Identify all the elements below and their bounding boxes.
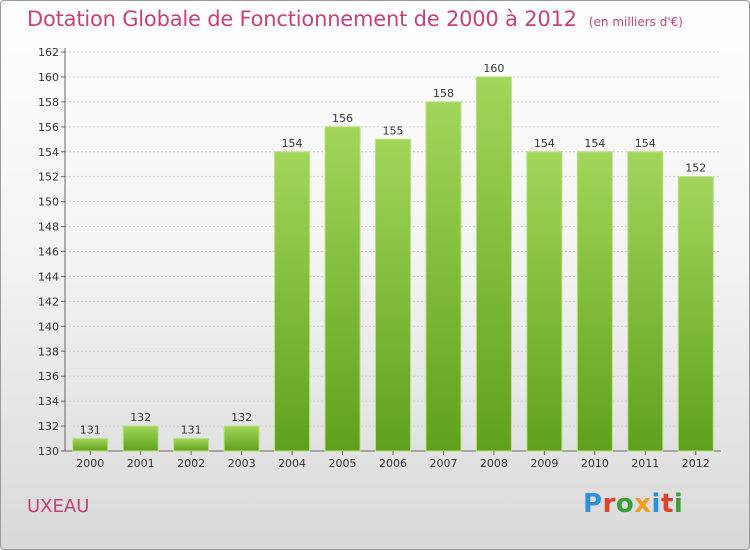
data-label: 160 — [483, 62, 504, 75]
data-label: 131 — [80, 424, 101, 437]
y-tick-label: 146 — [38, 246, 59, 259]
bar-2001 — [122, 425, 159, 452]
bar-2012 — [677, 176, 714, 452]
x-tick-label: 2009 — [530, 457, 558, 470]
x-tick-label: 2000 — [76, 457, 104, 470]
bar-2011 — [627, 151, 664, 452]
y-tick-label: 136 — [38, 370, 59, 383]
x-tick-label: 2002 — [177, 457, 205, 470]
chart-unit: (en milliers d'€) — [588, 15, 683, 29]
bar-2007 — [425, 101, 462, 452]
x-tick-label: 2001 — [127, 457, 155, 470]
x-tick-label: 2011 — [631, 457, 659, 470]
y-tick-label: 140 — [38, 320, 59, 333]
proxiti-logo: Proxiti — [583, 489, 684, 519]
y-tick-label: 138 — [38, 345, 59, 358]
y-tick-label: 132 — [38, 420, 59, 433]
y-tick-label: 160 — [38, 71, 59, 84]
x-tick-label: 2007 — [429, 457, 457, 470]
bar-2004 — [274, 151, 311, 452]
y-tick-label: 148 — [38, 221, 59, 234]
data-label: 154 — [635, 137, 656, 150]
bar-2002 — [173, 438, 210, 452]
x-tick-label: 2008 — [480, 457, 508, 470]
x-tick-label: 2005 — [329, 457, 357, 470]
data-label: 152 — [685, 162, 706, 175]
y-tick-label: 158 — [38, 96, 59, 109]
x-tick-label: 2003 — [228, 457, 256, 470]
commune-name: UXEAU — [27, 496, 90, 517]
data-label: 154 — [534, 137, 555, 150]
data-label: 132 — [130, 411, 151, 424]
x-tick-label: 2004 — [278, 457, 306, 470]
y-tick-label: 130 — [38, 445, 59, 458]
bar-2000 — [72, 438, 109, 452]
data-label: 154 — [584, 137, 605, 150]
y-tick-label: 134 — [38, 395, 59, 408]
chart-title: Dotation Globale de Fonctionnement de 20… — [27, 7, 577, 31]
title-row: Dotation Globale de Fonctionnement de 20… — [27, 7, 683, 31]
bar-2006 — [375, 138, 411, 452]
y-tick-label: 156 — [38, 121, 59, 134]
x-tick-label: 2010 — [581, 457, 609, 470]
data-label: 154 — [282, 137, 303, 150]
bar-2003 — [223, 425, 260, 452]
y-tick-label: 154 — [38, 146, 59, 159]
data-label: 156 — [332, 112, 353, 125]
y-tick-label: 142 — [38, 295, 59, 308]
y-tick-label: 144 — [38, 270, 59, 283]
bar-2008 — [475, 76, 512, 452]
bar-2005 — [324, 126, 361, 452]
x-tick-label: 2006 — [379, 457, 407, 470]
y-tick-label: 150 — [38, 196, 59, 209]
data-label: 131 — [181, 424, 202, 437]
data-label: 132 — [231, 411, 252, 424]
y-tick-label: 152 — [38, 171, 59, 184]
data-label: 155 — [383, 124, 404, 137]
x-tick-label: 2012 — [682, 457, 710, 470]
y-tick-label: 162 — [38, 46, 59, 59]
bar-2009 — [526, 151, 563, 452]
bar-2010 — [576, 151, 613, 452]
data-label: 158 — [433, 87, 454, 100]
